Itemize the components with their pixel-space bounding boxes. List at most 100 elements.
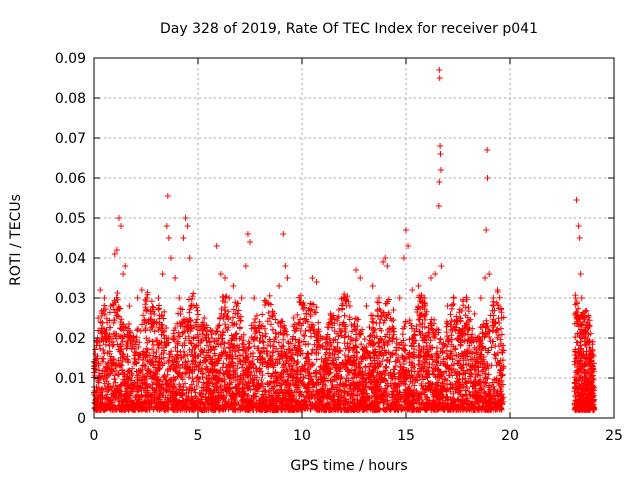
data-point (263, 351, 270, 357)
data-point (165, 235, 172, 241)
data-point (432, 271, 439, 277)
data-point (427, 275, 434, 281)
data-point (109, 343, 116, 349)
data-point (143, 307, 149, 313)
data-point (222, 275, 229, 281)
data-point (435, 203, 442, 209)
x-tick-label: 10 (293, 428, 311, 444)
data-point (346, 303, 353, 309)
x-tick-label: 0 (90, 428, 99, 444)
data-point (400, 255, 407, 261)
data-point (176, 295, 183, 301)
data-point (97, 287, 104, 293)
data-point (498, 315, 505, 321)
x-axis-ticks: 0 5 10 15 20 25 (90, 58, 623, 444)
data-point (319, 335, 326, 341)
data-point (573, 197, 580, 203)
data-point (438, 263, 445, 269)
data-point (99, 335, 106, 341)
data-point (579, 311, 586, 317)
data-point (396, 295, 403, 301)
y-tick-label: 0.09 (55, 51, 86, 67)
data-point (247, 239, 253, 245)
data-point (257, 335, 264, 341)
data-point (155, 295, 162, 301)
data-point (382, 255, 389, 261)
data-point (581, 335, 588, 341)
data-point (309, 275, 316, 281)
data-point (251, 295, 258, 301)
data-point (363, 303, 370, 309)
x-tick-label: 20 (501, 428, 519, 444)
data-point (134, 295, 141, 301)
data-point (380, 259, 387, 265)
data-point (328, 343, 335, 349)
data-point (369, 283, 376, 289)
data-point (226, 295, 233, 301)
data-point (484, 175, 491, 181)
data-point (213, 243, 220, 249)
y-tick-label: 0.03 (55, 291, 86, 307)
data-point (151, 311, 158, 317)
data-point (234, 311, 241, 317)
data-point (578, 295, 585, 301)
data-point (436, 67, 443, 73)
y-tick-label: 0.05 (55, 211, 86, 227)
data-point (334, 315, 341, 321)
data-point (409, 287, 416, 293)
data-point (107, 303, 114, 309)
y-tick-label: 0.07 (55, 131, 86, 147)
data-point (436, 179, 443, 185)
data-point (276, 283, 283, 289)
data-point (184, 223, 191, 229)
data-point (113, 247, 120, 253)
data-point (164, 193, 171, 199)
data-point (494, 287, 501, 293)
x-tick-label: 15 (397, 428, 415, 444)
data-point (242, 263, 249, 269)
data-point (290, 315, 297, 321)
y-tick-label: 0.06 (55, 171, 86, 187)
data-point (230, 283, 237, 289)
data-point (450, 295, 457, 301)
data-point (238, 295, 245, 301)
data-point (111, 251, 118, 257)
plot-frame (93, 57, 615, 419)
data-point (284, 275, 291, 281)
data-point (403, 227, 409, 233)
y-tick-label: 0.01 (55, 371, 86, 387)
data-point (147, 327, 154, 333)
data-point (353, 267, 360, 273)
y-tick-label: 0.08 (55, 91, 86, 107)
data-point (130, 335, 137, 341)
data-point (405, 243, 412, 249)
data-point (465, 327, 472, 333)
data-point (483, 227, 490, 233)
data-point (201, 315, 208, 321)
data-point (167, 255, 174, 261)
data-point (375, 295, 382, 301)
y-axis-label: ROTI / TECUs (8, 194, 24, 286)
y-tick-label: 0 (77, 411, 86, 427)
grid (94, 58, 614, 418)
data-point (471, 311, 478, 317)
x-tick-label: 25 (605, 428, 623, 444)
data-point (244, 231, 251, 237)
data-point (457, 315, 464, 321)
data-point (120, 271, 127, 277)
data-point (437, 143, 444, 149)
data-point (421, 295, 428, 301)
data-point (390, 307, 397, 313)
data-point (296, 343, 303, 349)
data-point (172, 275, 179, 281)
y-axis-ticks: 0 0.01 0.02 0.03 0.04 0.05 0.06 0.07 0.08 0.09 (55, 51, 614, 427)
data-point (159, 271, 166, 277)
x-tick-label: 5 (194, 428, 203, 444)
data-point (303, 311, 310, 317)
data-point (484, 147, 491, 153)
data-point (118, 223, 125, 229)
data-points (93, 67, 597, 389)
y-tick-label: 0.04 (55, 251, 86, 267)
data-point (95, 315, 102, 321)
data-point (180, 235, 187, 241)
